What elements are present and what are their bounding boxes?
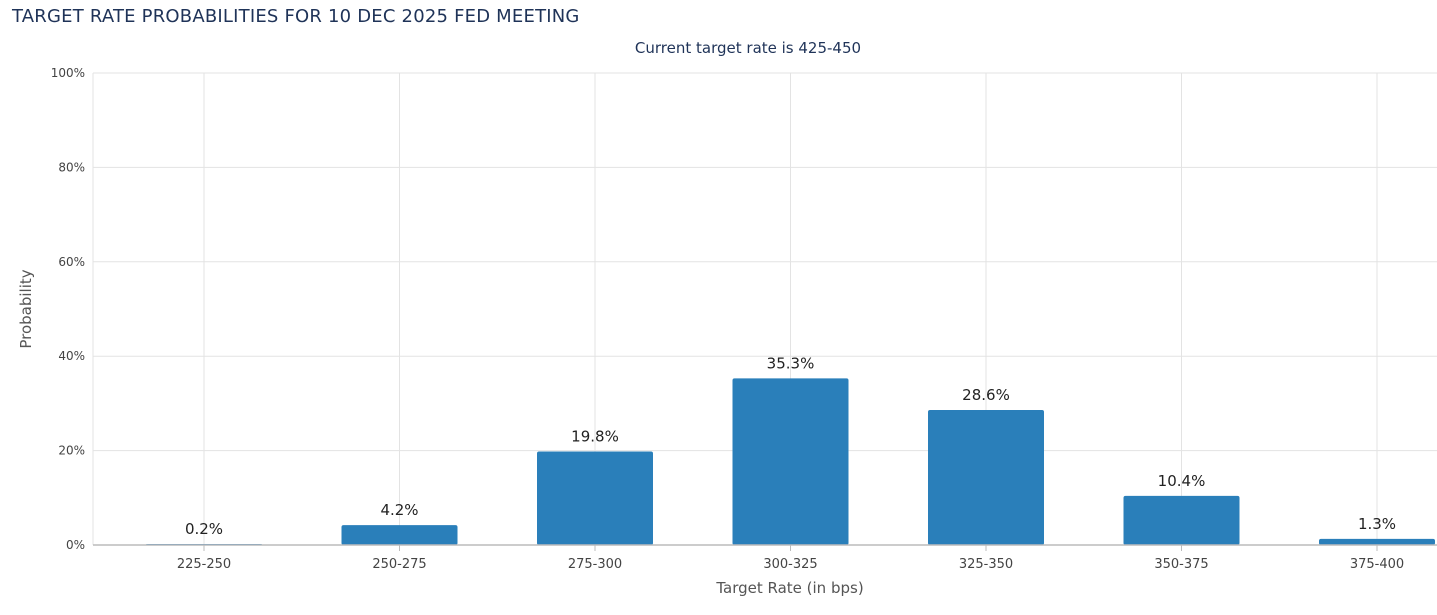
bars — [146, 378, 1435, 545]
bar-350-375[interactable] — [1123, 495, 1240, 545]
y-tick-label: 0% — [66, 538, 85, 552]
chart-subtitle: Current target rate is 425-450 — [635, 39, 861, 57]
data-label: 4.2% — [380, 501, 418, 519]
data-labels: 0.2% 4.2% 19.8% 35.3% 28.6% 10.4% 1.3% — [185, 354, 1396, 538]
data-label: 35.3% — [767, 354, 815, 372]
data-label: 19.8% — [571, 428, 619, 446]
x-tick-label: 350-375 — [1154, 557, 1208, 572]
bar-250-275[interactable] — [341, 525, 458, 545]
data-label: 0.2% — [185, 520, 223, 538]
data-label: 10.4% — [1158, 472, 1206, 490]
y-tick-label: 100% — [51, 66, 85, 80]
bar-275-300[interactable] — [537, 451, 653, 545]
page-title: TARGET RATE PROBABILITIES FOR 10 DEC 202… — [12, 6, 580, 27]
x-tick-label: 225-250 — [177, 557, 231, 572]
bar-325-350[interactable] — [928, 410, 1044, 545]
x-tick-label: 275-300 — [568, 557, 622, 572]
y-tick-label: 80% — [58, 160, 85, 174]
x-tick-label: 375-400 — [1350, 557, 1404, 572]
data-label: 28.6% — [962, 386, 1010, 404]
axes: 0% 20% 40% 60% 80% 100% 225-250 250-275 275-300 3… — [51, 66, 1437, 572]
x-tick-label: 250-275 — [372, 557, 426, 572]
y-tick-label: 20% — [58, 444, 85, 458]
data-label: 1.3% — [1358, 515, 1396, 533]
bar-300-325[interactable] — [732, 378, 849, 545]
x-tick-label: 325-350 — [959, 557, 1013, 572]
x-axis-title: Target Rate (in bps) — [715, 579, 863, 597]
y-axis-title: Probability — [17, 269, 35, 348]
y-tick-label: 40% — [58, 349, 85, 363]
x-tick-label: 300-325 — [763, 557, 817, 572]
bar-375-400[interactable] — [1319, 538, 1435, 545]
y-tick-label: 60% — [58, 255, 85, 269]
